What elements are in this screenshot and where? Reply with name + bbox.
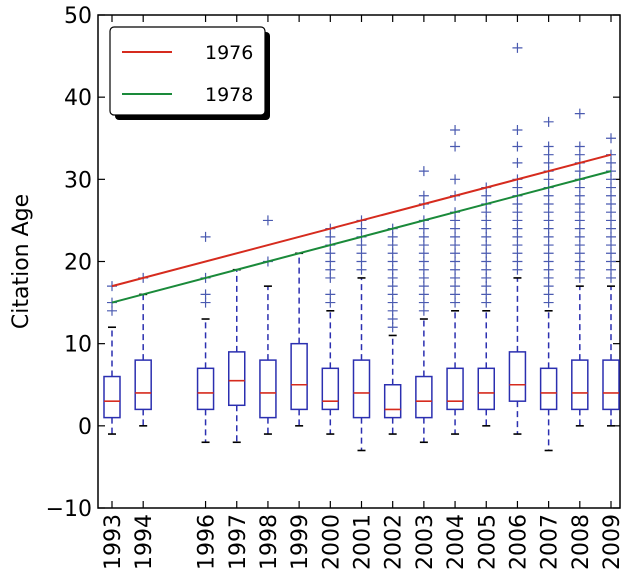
box-2008 [571, 108, 589, 427]
box-2009 [602, 133, 620, 427]
iqr-box [383, 384, 402, 419]
outlier-point [450, 174, 461, 185]
legend-label-1978: 1978 [205, 84, 253, 106]
box-2002 [383, 223, 402, 435]
outlier-point [543, 141, 554, 152]
iqr-box [103, 375, 121, 419]
box-1999 [290, 252, 308, 427]
outlier-point [512, 141, 523, 152]
y-axis-title: Citation Age [9, 194, 34, 329]
x-tick-label: 1998 [257, 514, 282, 570]
outlier-point [325, 289, 336, 300]
x-tick-label: 2007 [538, 514, 563, 570]
x-tick-label: 1993 [101, 514, 126, 570]
iqr-box [321, 367, 340, 411]
y-tick-label: 40 [64, 86, 92, 111]
iqr-box [134, 359, 152, 411]
outlier-point [418, 190, 429, 201]
x-tick-label: 1994 [132, 514, 157, 570]
iqr-box [228, 351, 246, 407]
trend-line-1978 [111, 170, 612, 304]
x-tick-label: 2000 [319, 514, 344, 570]
box-1997 [228, 268, 246, 444]
outlier-point [512, 42, 523, 53]
outlier-point [418, 166, 429, 177]
iqr-box [571, 359, 589, 411]
box-2003 [415, 166, 433, 444]
outlier-point [262, 215, 273, 226]
iqr-box [259, 359, 277, 419]
outlier-point [450, 125, 461, 136]
iqr-box [539, 367, 558, 411]
iqr-box [196, 367, 215, 411]
x-tick-label: 2008 [569, 514, 594, 570]
box-1998 [259, 215, 277, 435]
box-2001 [352, 215, 371, 452]
y-tick-label: −10 [46, 497, 92, 522]
iqr-box [352, 359, 371, 419]
outlier-point [606, 133, 616, 144]
box-2006 [508, 42, 527, 435]
x-tick-label: 1997 [226, 514, 251, 570]
iqr-box [477, 367, 495, 411]
y-tick-label: 0 [78, 415, 92, 440]
iqr-box [602, 359, 620, 411]
outlier-point [450, 141, 461, 152]
legend-label-1976: 1976 [205, 42, 253, 64]
iqr-box [290, 342, 308, 411]
outlier-point [543, 116, 554, 127]
legend: 1976 1978 [109, 26, 270, 120]
plot-area [103, 42, 620, 452]
iqr-box [508, 351, 527, 402]
iqr-box [446, 367, 464, 411]
x-tick-label: 2005 [475, 514, 500, 570]
x-tick-label: 2002 [382, 514, 407, 570]
box-1994 [134, 272, 152, 427]
y-tick-label: 30 [64, 168, 92, 193]
y-tick-label: 10 [64, 333, 92, 358]
outlier-point [200, 289, 211, 300]
box-2005 [477, 182, 495, 427]
x-tick-label: 2004 [444, 514, 469, 570]
box-2004 [446, 125, 464, 435]
trend-line-1976 [111, 153, 612, 288]
box-2000 [321, 223, 340, 435]
x-tick-label: 2001 [351, 514, 376, 570]
outlier-point [512, 157, 523, 168]
box-1993 [103, 281, 121, 435]
x-tick-label: 1999 [288, 514, 313, 570]
outlier-point [574, 108, 585, 119]
x-tick-label: 1996 [195, 514, 220, 570]
x-tick-label: 2009 [600, 514, 623, 570]
outlier-point [574, 141, 585, 152]
outlier-point [512, 125, 523, 136]
outlier-point [200, 231, 211, 242]
x-tick-label: 2006 [506, 514, 531, 570]
box-2007 [539, 116, 558, 452]
iqr-box [415, 375, 433, 419]
x-tick-label: 2003 [413, 514, 438, 570]
y-tick-label: 20 [64, 251, 92, 276]
y-tick-label: 50 [64, 4, 92, 29]
